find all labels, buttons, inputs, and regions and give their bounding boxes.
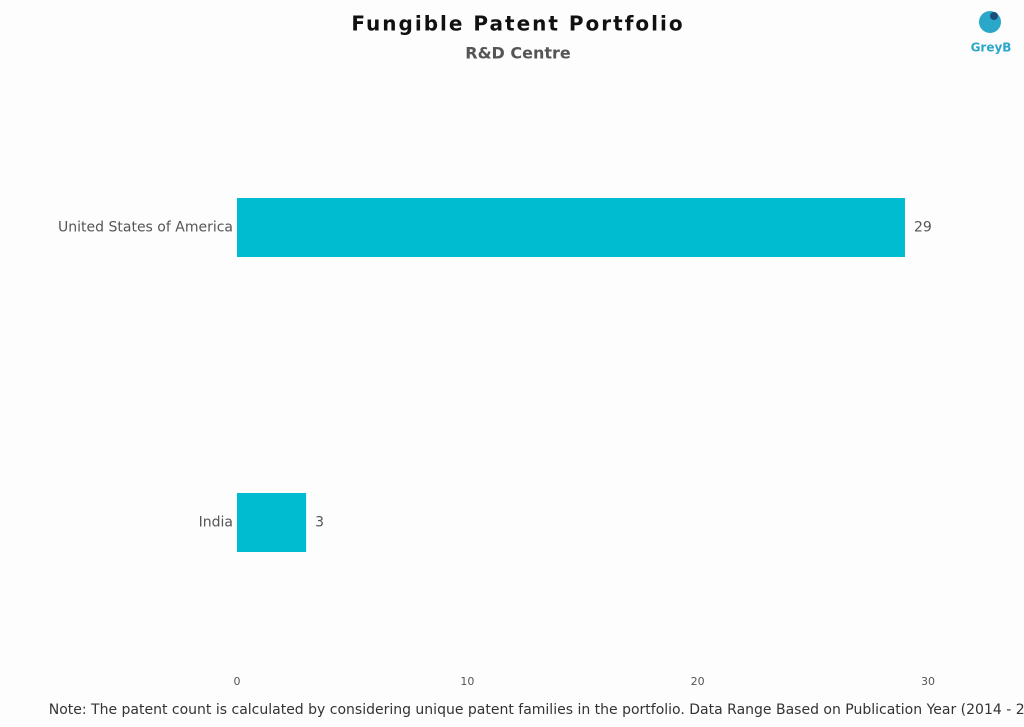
logo-circle [979,11,1001,33]
x-tick-label: 0 [234,675,241,688]
chart-title: Fungible Patent Portfolio [351,12,684,36]
x-tick-label: 30 [921,675,935,688]
footnote: Note: The patent count is calculated by … [49,702,1024,718]
bar [237,198,905,257]
value-label: 3 [315,515,324,531]
value-label: 29 [914,220,932,236]
logo-icon [979,11,1001,33]
logo-dot [990,12,998,20]
y-tick-label: United States of America [58,220,233,236]
x-tick-label: 10 [460,675,474,688]
logo-text: GreyB [971,41,1012,55]
y-tick-label: India [199,515,233,531]
x-tick-label: 20 [691,675,705,688]
bar [237,493,307,552]
chart-subtitle: R&D Centre [465,44,571,63]
